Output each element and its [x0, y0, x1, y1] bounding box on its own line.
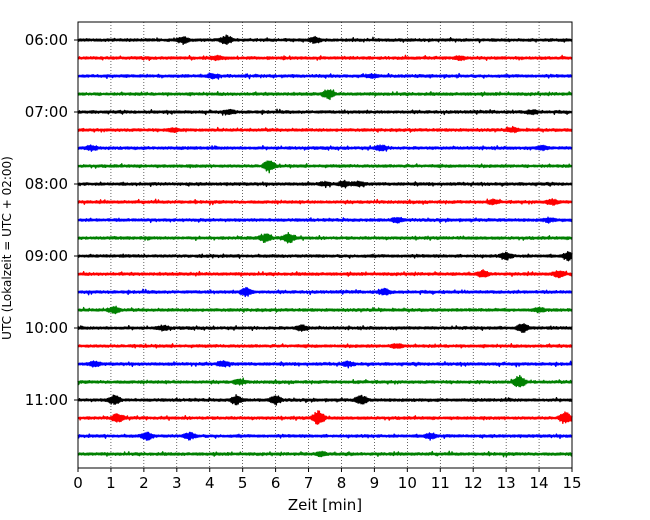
- trace-0930: [77, 286, 573, 298]
- plot-frame: [77, 21, 573, 469]
- trace-1015: [77, 342, 573, 349]
- y-axis-label: UTC (Lokalzeit = UTC + 02:00): [0, 156, 14, 340]
- trace-0615: [77, 54, 573, 62]
- x-tick-label-7: 7: [304, 474, 314, 492]
- trace-1045: [77, 374, 573, 388]
- x-tick-label-11: 11: [431, 474, 450, 492]
- y-axis: 06:00 07:00 08:00 09:00 10:00 11:00: [25, 31, 78, 409]
- trace-1115: [77, 410, 573, 425]
- y-tick-label-5: 11:00: [25, 391, 68, 409]
- x-tick-label-14: 14: [530, 474, 549, 492]
- y-tick-label-2: 08:00: [25, 175, 68, 193]
- x-tick-label-12: 12: [464, 474, 483, 492]
- x-tick-label-15: 15: [562, 474, 581, 492]
- trace-1130: [77, 431, 573, 441]
- x-tick-label-1: 1: [106, 474, 116, 492]
- trace-0600: [77, 34, 573, 45]
- grid-lines: [110, 22, 540, 468]
- trace-1000: [77, 323, 573, 334]
- x-axis: 0 1 2 3 4 5 6 7 8 9 10 11 12 13 14 15: [73, 468, 582, 492]
- x-tick-label-0: 0: [73, 474, 83, 492]
- trace-0700: [77, 108, 573, 116]
- y-tick-label-4: 10:00: [25, 319, 68, 337]
- trace-lines: [77, 34, 573, 458]
- x-tick-label-10: 10: [398, 474, 417, 492]
- trace-1100: [77, 394, 573, 406]
- trace-0900: [77, 250, 573, 262]
- trace-0945: [77, 305, 573, 315]
- trace-1145: [77, 450, 573, 458]
- trace-0800: [77, 179, 573, 189]
- trace-0630: [77, 72, 573, 80]
- y-tick-label-3: 09:00: [25, 247, 68, 265]
- x-tick-label-3: 3: [172, 474, 182, 492]
- x-tick-label-13: 13: [497, 474, 516, 492]
- x-tick-label-9: 9: [370, 474, 380, 492]
- trace-0845: [77, 232, 573, 244]
- trace-1030: [77, 360, 573, 369]
- x-tick-label-2: 2: [139, 474, 149, 492]
- x-tick-label-6: 6: [271, 474, 281, 492]
- trace-0730: [77, 144, 573, 152]
- trace-0715: [77, 125, 573, 134]
- x-tick-label-4: 4: [205, 474, 215, 492]
- trace-0915: [77, 269, 573, 279]
- x-axis-label: Zeit [min]: [288, 496, 362, 514]
- y-tick-label-1: 07:00: [25, 103, 68, 121]
- trace-0815: [77, 198, 573, 206]
- trace-0645: [77, 89, 573, 101]
- x-tick-label-5: 5: [238, 474, 248, 492]
- x-tick-label-8: 8: [337, 474, 347, 492]
- y-tick-label-0: 06:00: [25, 31, 68, 49]
- trace-0830: [77, 216, 573, 224]
- trace-0745: [77, 160, 573, 174]
